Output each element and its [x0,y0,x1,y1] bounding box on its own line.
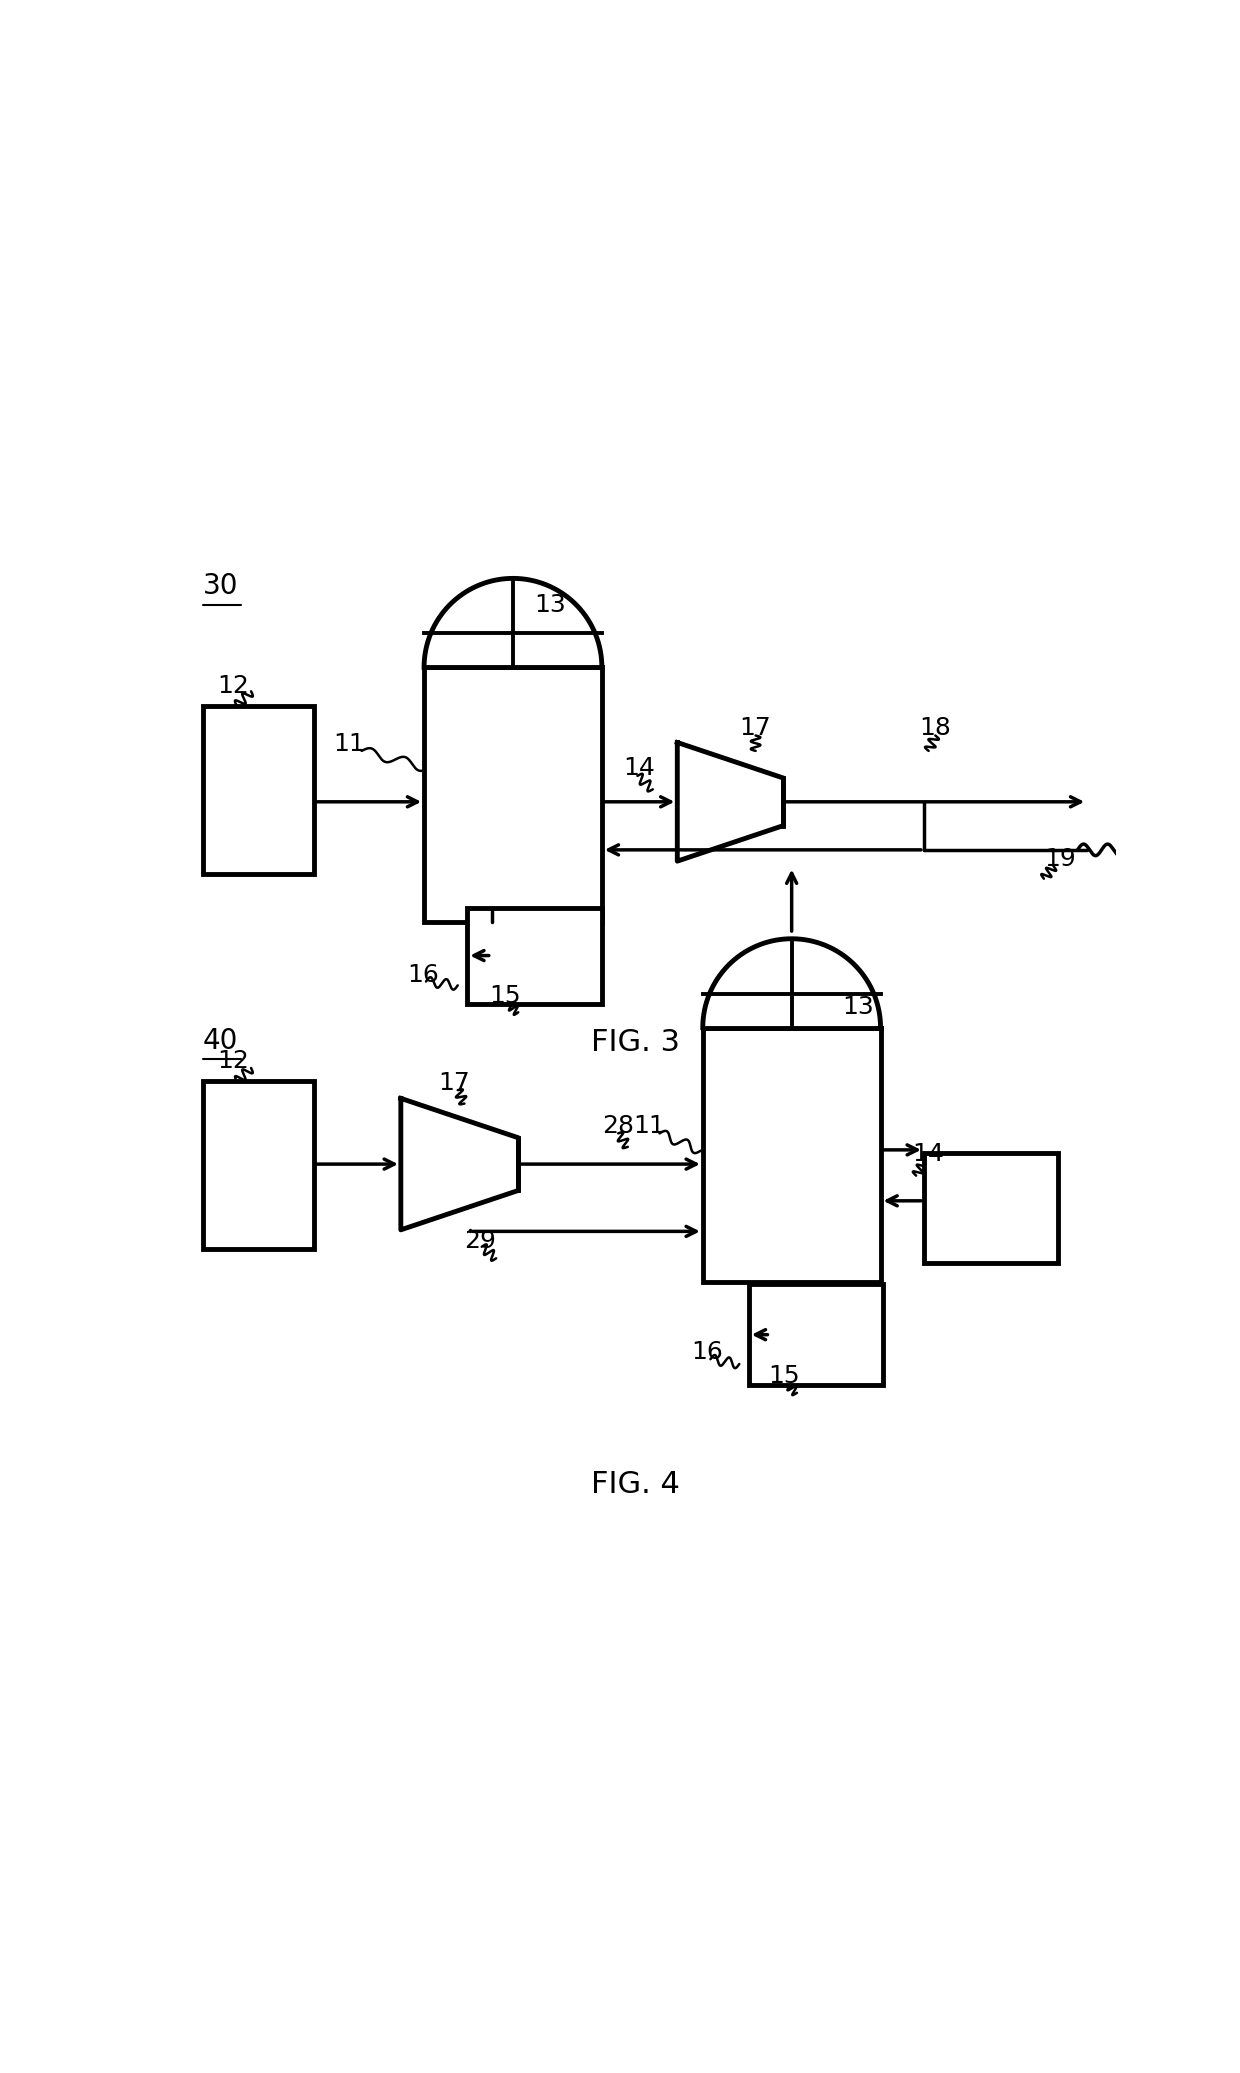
Text: 15: 15 [768,1364,800,1387]
Text: 13: 13 [842,995,874,1018]
Text: 17: 17 [439,1072,470,1095]
Text: 15: 15 [490,985,521,1007]
Text: FIG. 3: FIG. 3 [591,1028,680,1057]
Polygon shape [703,939,880,1028]
Polygon shape [924,1153,1059,1262]
Text: 11: 11 [634,1113,666,1138]
Polygon shape [424,668,601,922]
Text: 16: 16 [407,962,439,987]
Text: FIG. 4: FIG. 4 [591,1470,680,1499]
Polygon shape [467,908,601,1003]
Text: 13: 13 [534,593,567,618]
Text: 40: 40 [203,1026,238,1055]
Text: 29: 29 [465,1229,496,1252]
Text: 14: 14 [913,1142,944,1167]
Polygon shape [203,705,314,875]
Polygon shape [401,1099,518,1229]
Polygon shape [677,742,784,860]
Text: 16: 16 [691,1341,723,1364]
Text: 18: 18 [919,715,951,740]
Polygon shape [703,1028,880,1283]
Text: 19: 19 [1044,848,1075,871]
Text: 12: 12 [217,1049,249,1074]
Text: 11: 11 [332,732,365,757]
Text: 28: 28 [601,1113,634,1138]
Polygon shape [749,1285,883,1385]
Text: 30: 30 [203,572,238,599]
Text: 12: 12 [217,674,249,699]
Text: 14: 14 [622,757,655,779]
Polygon shape [203,1080,314,1248]
Polygon shape [424,578,601,668]
Text: 17: 17 [739,715,771,740]
